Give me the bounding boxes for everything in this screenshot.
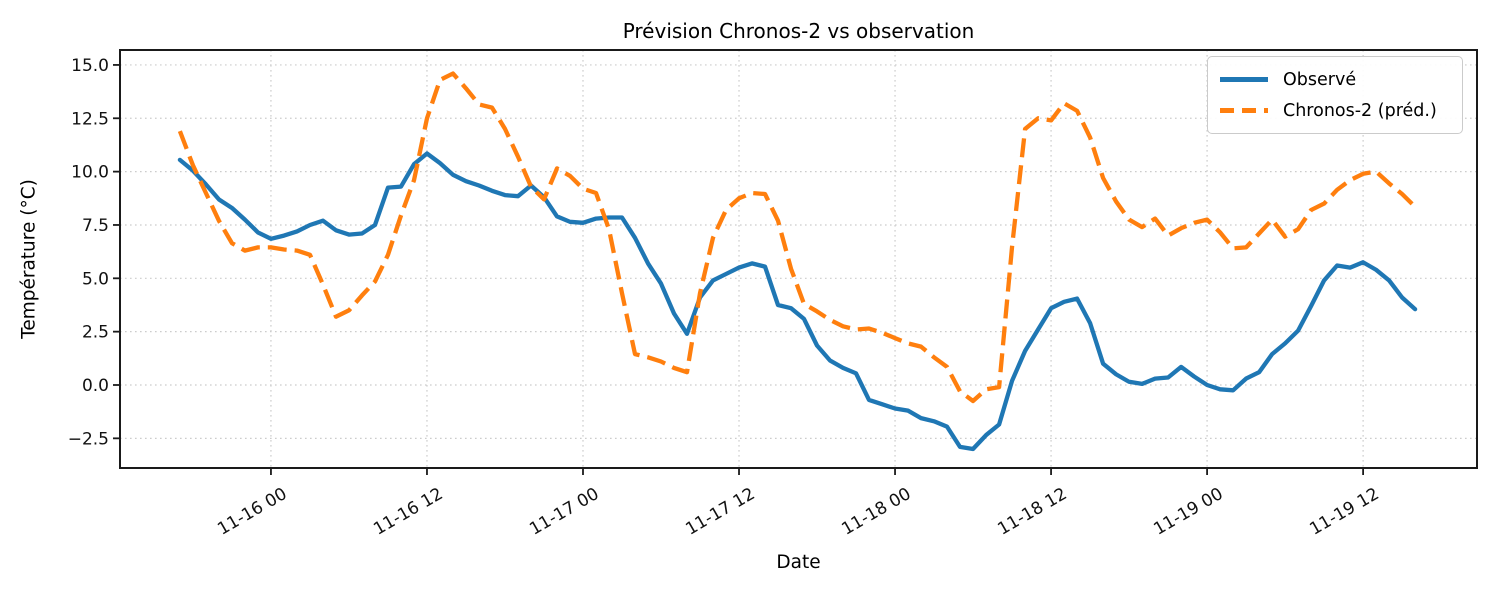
plot-border — [119, 49, 1478, 469]
legend: Observé Chronos-2 (préd.) — [1207, 56, 1463, 134]
x-tick-label: 11-17 12 — [682, 484, 758, 540]
x-tick-label: 11-16 12 — [370, 484, 446, 540]
y-tick-label: 12.5 — [71, 109, 109, 129]
y-tick-label: 15.0 — [71, 56, 109, 76]
x-tick-label: 11-19 12 — [1306, 484, 1382, 540]
y-tick-label: 0.0 — [82, 376, 109, 396]
forecast-line — [177, 71, 1417, 404]
x-tick-label: 11-16 00 — [214, 484, 290, 540]
x-tick-label: 11-19 00 — [1150, 484, 1226, 540]
legend-item-observed: Observé — [1220, 64, 1450, 95]
y-tick-label: 7.5 — [82, 216, 109, 236]
y-tick-label: 10.0 — [71, 163, 109, 183]
y-axis-ticks: 15.0 12.5 10.0 7.5 5.0 2.5 0.0 −2.5 — [68, 56, 120, 449]
forecast-line-sample — [1220, 108, 1268, 113]
legend-item-forecast: Chronos-2 (préd.) — [1220, 95, 1450, 126]
x-tick-label: 11-18 12 — [994, 484, 1070, 540]
x-axis-ticks: 11-16 00 11-16 12 11-17 00 11-17 12 11-18 00… — [214, 468, 1383, 540]
y-tick-label: 5.0 — [82, 269, 109, 289]
observed-line-sample — [1220, 77, 1268, 82]
chart-title: Prévision Chronos-2 vs observation — [622, 19, 975, 43]
y-axis-label: Température (°C) — [18, 179, 40, 339]
legend-label-forecast: Chronos-2 (préd.) — [1283, 100, 1437, 121]
x-axis-label: Date — [776, 552, 821, 573]
y-tick-label: 2.5 — [82, 323, 109, 343]
x-tick-label: 11-17 00 — [526, 484, 602, 540]
legend-label-observed: Observé — [1283, 69, 1357, 90]
observed-line — [177, 151, 1418, 452]
x-tick-label: 11-18 00 — [838, 484, 914, 540]
y-tick-label: −2.5 — [68, 429, 109, 449]
